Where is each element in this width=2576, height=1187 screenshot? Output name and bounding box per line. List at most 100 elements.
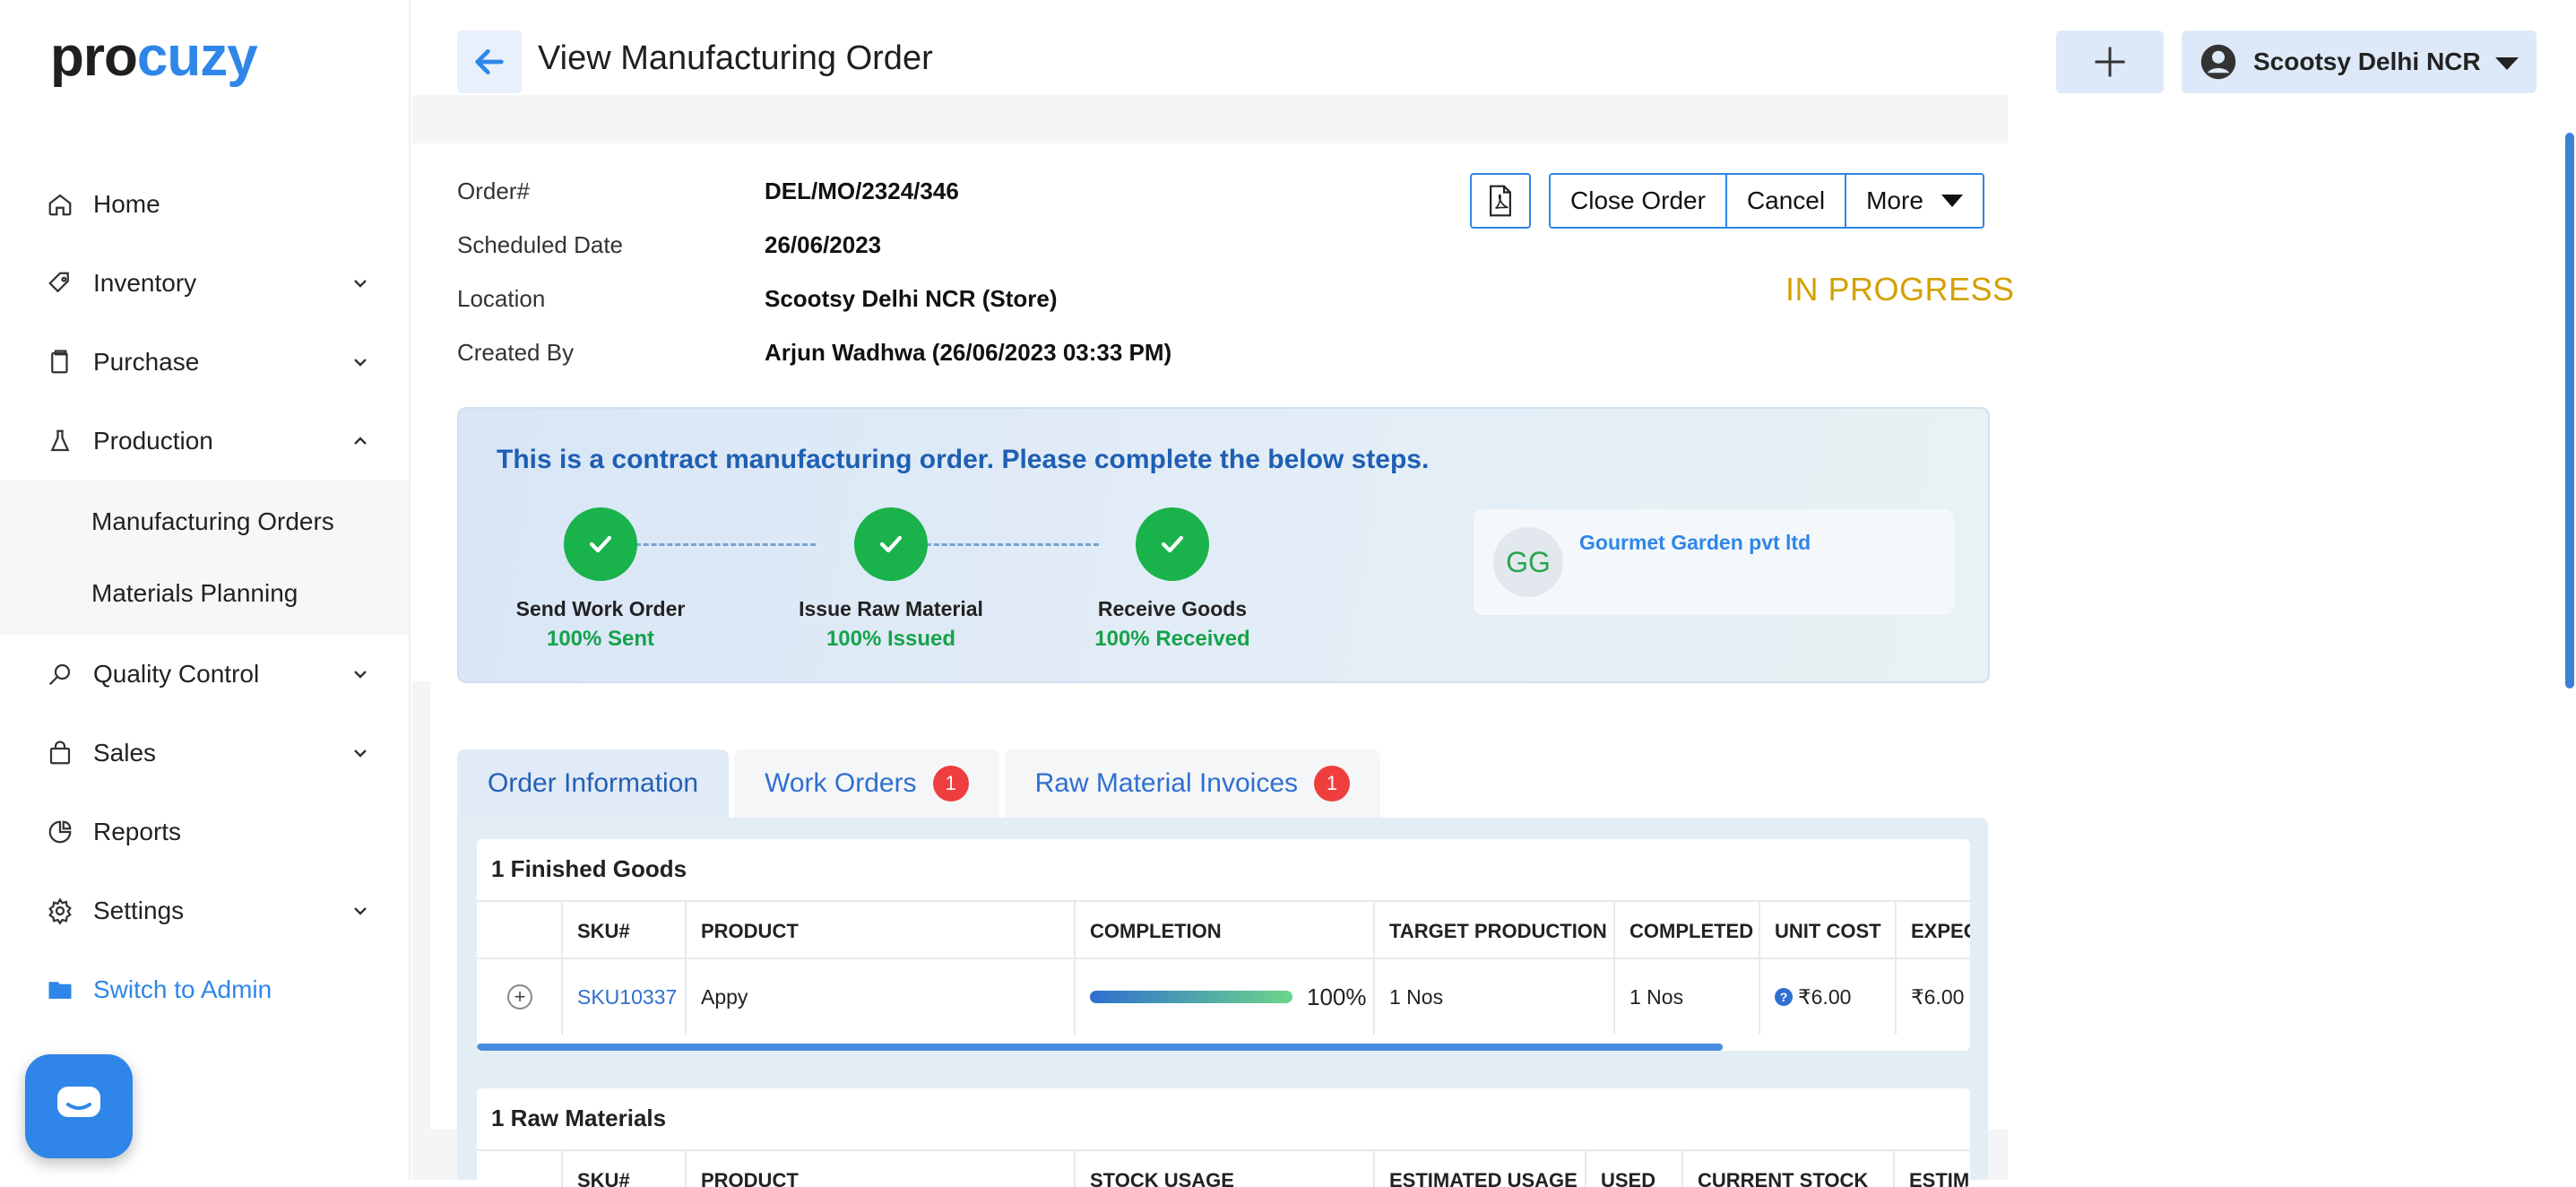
sidebar-item-settings[interactable]: Settings [0, 871, 409, 950]
tab-work-orders[interactable]: Work Orders 1 [734, 749, 999, 818]
order-number-value: DEL/MO/2324/346 [765, 178, 959, 204]
step-label: Issue Raw Material [799, 597, 983, 620]
location-label: Location [457, 285, 546, 312]
contract-steps-panel: This is a contract manufacturing order. … [457, 407, 1990, 683]
expand-cell: + [477, 959, 561, 1035]
sidebar-item-materials-planning[interactable]: Materials Planning [91, 579, 298, 607]
unit-cost-value: ₹6.00 [1798, 984, 1852, 1009]
sidebar-item-inventory[interactable]: Inventory [0, 244, 409, 323]
column-header: CURRENT STOCK [1681, 1151, 1893, 1187]
caret-down-icon [1941, 195, 1963, 207]
count-badge: 1 [1314, 766, 1350, 801]
tag-icon [45, 268, 75, 299]
step-label: Receive Goods [1097, 597, 1248, 620]
sidebar-item-sales[interactable]: Sales [0, 714, 409, 793]
sidebar-item-label: Settings [93, 897, 185, 924]
expected-cost-cell: ₹6.00 [1895, 959, 1970, 1035]
column-header: USED [1585, 1151, 1681, 1187]
sku-link[interactable]: SKU10337 [561, 959, 685, 1035]
order-number-label: Order# [457, 178, 530, 204]
check-icon [1136, 507, 1209, 581]
completion-percent: 100% [1307, 983, 1367, 1010]
step-status: 100% Sent [546, 627, 655, 651]
raw-materials-table: 1 Raw Materials SKU# PRODUCT STOCK USAGE… [477, 1088, 1970, 1187]
step-status: 100% Received [1094, 627, 1250, 651]
pdf-icon [1490, 185, 1511, 217]
bag-icon [45, 738, 75, 768]
close-order-button[interactable]: Close Order [1551, 175, 1727, 227]
sidebar-item-switch-to-admin[interactable]: Switch to Admin [0, 950, 409, 1029]
help-icon[interactable]: ? [1775, 988, 1793, 1006]
sidebar-item-purchase[interactable]: Purchase [0, 323, 409, 402]
chevron-down-icon [354, 359, 367, 367]
column-header: STOCK USAGE [1074, 1151, 1373, 1187]
sidebar-item-quality-control[interactable]: Quality Control [0, 635, 409, 714]
step-issue-raw-material[interactable]: Issue Raw Material 100% Issued [774, 507, 1007, 652]
chat-support-button[interactable] [25, 1054, 133, 1158]
tab-bar: Order Information Work Orders 1 Raw Mate… [457, 749, 1386, 818]
created-by-label: Created By [457, 339, 575, 366]
expand-row-icon[interactable]: + [507, 984, 532, 1009]
chat-icon [56, 1085, 102, 1129]
column-header: PRODUCT [685, 1151, 1074, 1187]
column-header: ESTIMATI [1893, 1151, 1970, 1187]
unit-cost-cell: ? ₹6.00 [1759, 959, 1895, 1035]
sidebar-item-label: Inventory [93, 269, 197, 297]
chevron-down-icon [354, 749, 367, 758]
home-icon [45, 189, 75, 220]
sidebar-nav: Home Inventory Purchase Production Manuf… [0, 165, 409, 1029]
column-header: SKU# [561, 1151, 685, 1187]
create-new-button[interactable] [2056, 30, 2164, 93]
sidebar-item-label: Production [93, 427, 213, 455]
clipboard-icon [45, 347, 75, 377]
tab-order-information[interactable]: Order Information [457, 749, 730, 818]
tab-label: Work Orders [765, 768, 917, 798]
plus-icon [2095, 47, 2125, 77]
more-label: More [1866, 186, 1923, 214]
sidebar-item-label: Purchase [93, 348, 200, 376]
page-title: View Manufacturing Order [538, 39, 933, 77]
sidebar-item-label: Sales [93, 739, 157, 767]
column-header: COMPLETED [1613, 902, 1759, 961]
table-row[interactable]: + SKU10337 Appy 100% 1 Nos 1 Nos ? ₹6.00… [477, 959, 1970, 1035]
order-actions-group: Close Order Cancel More [1549, 173, 1984, 229]
cancel-button[interactable]: Cancel [1727, 175, 1847, 227]
back-button[interactable] [457, 30, 522, 93]
completed-cell: 1 Nos [1613, 959, 1759, 1035]
more-dropdown-button[interactable]: More [1846, 175, 1983, 227]
sidebar-item-reports[interactable]: Reports [0, 793, 409, 871]
download-pdf-button[interactable] [1470, 173, 1531, 229]
sidebar-item-home[interactable]: Home [0, 165, 409, 244]
contract-message: This is a contract manufacturing order. … [497, 445, 1430, 474]
column-header: SKU# [561, 902, 685, 961]
completion-progress-bar [1090, 991, 1292, 1003]
tab-raw-material-invoices[interactable]: Raw Material Invoices 1 [1004, 749, 1380, 818]
top-bar: View Manufacturing Order Scootsy Delhi N… [412, 0, 2576, 95]
step-receive-goods[interactable]: Receive Goods 100% Received [1056, 507, 1289, 652]
sidebar-item-manufacturing-orders[interactable]: Manufacturing Orders [91, 507, 334, 535]
product-cell: Appy [685, 959, 1074, 1035]
vertical-scrollbar[interactable] [2565, 133, 2574, 689]
check-icon [854, 507, 928, 581]
sidebar-item-production[interactable]: Production [0, 402, 409, 481]
step-connector [918, 543, 1099, 546]
count-badge: 1 [932, 766, 969, 801]
tab-label: Order Information [488, 768, 699, 798]
finished-goods-table: 1 Finished Goods SKU# PRODUCT COMPLETION… [477, 839, 1970, 1051]
vendor-name-link[interactable]: Gourmet Garden pvt ltd [1579, 531, 1811, 554]
chevron-up-icon [354, 437, 367, 445]
horizontal-scrollbar[interactable] [477, 1044, 1723, 1051]
gear-icon [45, 896, 75, 926]
column-header: UNIT COST [1759, 902, 1895, 961]
vendor-card[interactable]: GG Gourmet Garden pvt ltd [1474, 509, 1954, 615]
target-production-cell: 1 Nos [1373, 959, 1613, 1035]
vendor-avatar: GG [1493, 527, 1563, 597]
step-send-work-order[interactable]: Send Work Order 100% Sent [484, 507, 717, 652]
flask-icon [45, 426, 75, 456]
chevron-down-icon [354, 671, 367, 679]
step-status: 100% Issued [826, 627, 956, 651]
step-connector [627, 543, 816, 546]
user-menu-button[interactable]: Scootsy Delhi NCR [2182, 30, 2537, 93]
chevron-down-icon [354, 907, 367, 915]
procuzy-logo[interactable]: procuzy [50, 26, 258, 88]
